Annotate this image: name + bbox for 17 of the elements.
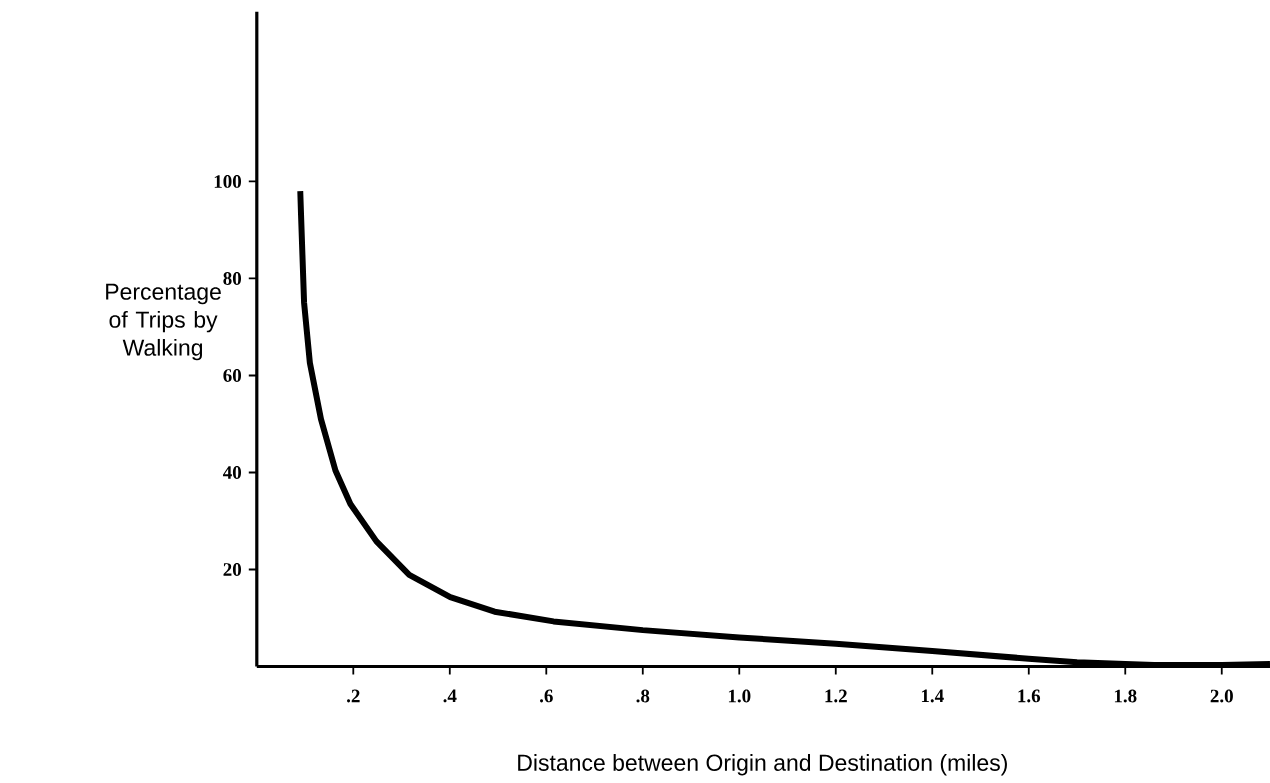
x-tick-label: 1.2 [825, 689, 847, 703]
x-tick-label: .6 [540, 689, 553, 703]
y-tick-label: 80 [223, 272, 242, 285]
x-tick-label: 1.0 [728, 689, 751, 703]
y-tick-label: 20 [223, 563, 242, 576]
x-tick-label: 2.0 [1210, 689, 1233, 703]
y-tick-label: 100 [214, 175, 242, 188]
x-tick-label: 1.8 [1114, 689, 1137, 703]
x-tick-label: 1.6 [1018, 689, 1041, 703]
x-tick-label: 1.4 [921, 689, 944, 703]
x-tick-label: .8 [636, 689, 650, 703]
y-tick-label: 60 [223, 369, 242, 382]
x-axis-title: Distance between Origin and Destination (miles) [518, 754, 1007, 776]
x-tick-label: .2 [347, 689, 360, 703]
x-tick-label: .4 [443, 689, 457, 703]
y-tick-label: 40 [222, 466, 242, 479]
y-axis-title: Percentage of Trips by Walking [106, 283, 221, 361]
